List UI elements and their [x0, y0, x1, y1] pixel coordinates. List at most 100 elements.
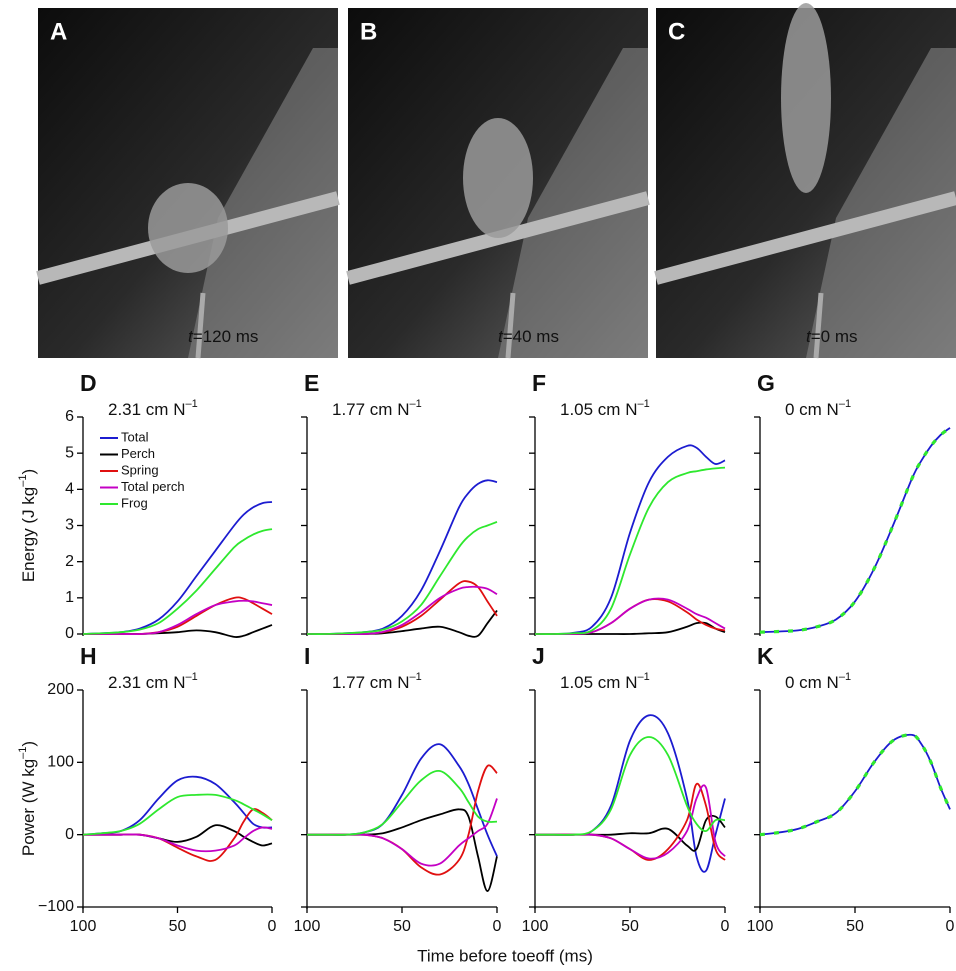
time-variable: t [498, 327, 504, 346]
x-tick-label: 100 [522, 918, 549, 935]
photo-background [188, 48, 338, 358]
series-line [534, 444, 726, 635]
x-tick-label: 50 [169, 918, 187, 935]
panel-label: F [532, 370, 546, 396]
photo-background [498, 48, 648, 358]
photo-time: t=120 ms [188, 327, 258, 346]
y-tick-label: 5 [65, 444, 74, 461]
series-line [83, 826, 273, 853]
panel-label: G [757, 370, 775, 396]
y-tick-label: −100 [38, 898, 74, 915]
x-axis-label: Time before toeoff (ms) [417, 946, 593, 965]
y-tick-label: 6 [65, 408, 74, 425]
title-text: 0 cm N [785, 400, 839, 419]
title-superscript: –1 [637, 398, 649, 410]
panel-title: 1.77 cm N–1 [332, 671, 422, 693]
series-line [307, 769, 498, 836]
x-tick-label: 0 [268, 918, 277, 935]
time-variable: t [806, 327, 812, 346]
time-value: =40 ms [503, 327, 559, 346]
series-line [759, 733, 951, 836]
series-line [82, 528, 273, 635]
photo-label: C [668, 18, 685, 45]
series-line [535, 621, 726, 635]
x-tick-label: 50 [393, 918, 411, 935]
series-line [535, 598, 726, 636]
series-line [535, 814, 726, 852]
title-text: 2.31 cm N [108, 673, 185, 692]
series-line [307, 764, 498, 876]
x-tick-label: 0 [946, 918, 955, 935]
y-label-text: ) [19, 741, 38, 747]
series-line [307, 743, 498, 857]
y-tick-label: 0 [65, 625, 74, 642]
x-tick-label: 100 [70, 918, 97, 935]
series-line [82, 793, 273, 836]
frog [463, 118, 533, 238]
panel-title: 1.05 cm N–1 [560, 671, 650, 693]
panel-title: 0 cm N–1 [785, 671, 851, 693]
time-value: =120 ms [193, 327, 259, 346]
title-superscript: –1 [409, 671, 421, 683]
y-tick-label: 100 [47, 754, 74, 771]
y-axis-label: Power (W kg–1) [17, 741, 39, 856]
photo-time: t=40 ms [498, 327, 559, 346]
y-label-text: Power (W kg [19, 759, 38, 856]
panel-title: 2.31 cm N–1 [108, 398, 198, 420]
photo-label: A [50, 18, 67, 45]
y-axis-label: Energy (J kg–1) [17, 469, 39, 582]
title-text: 1.77 cm N [332, 673, 409, 692]
title-text: 1.05 cm N [560, 400, 637, 419]
photo-background [806, 48, 956, 358]
title-superscript: –1 [185, 398, 197, 410]
y-label-text: Energy (J kg [19, 487, 38, 582]
legend-label: Spring [121, 462, 159, 477]
x-tick-label: 100 [294, 918, 321, 935]
x-tick-label: 50 [621, 918, 639, 935]
frog [781, 3, 831, 193]
panel-title: 0 cm N–1 [785, 398, 851, 420]
perch-stand [813, 292, 824, 359]
series-line [306, 521, 498, 635]
title-text: 1.05 cm N [560, 673, 637, 692]
y-tick-label: 0 [65, 826, 74, 843]
time-value: =0 ms [811, 327, 858, 346]
title-text: 2.31 cm N [108, 400, 185, 419]
title-superscript: –1 [409, 398, 421, 410]
y-tick-label: 1 [65, 589, 74, 606]
y-tick-label: 4 [65, 481, 74, 498]
title-text: 1.77 cm N [332, 400, 409, 419]
x-tick-label: 100 [747, 918, 774, 935]
panel-label: D [80, 370, 97, 396]
panel-title: 2.31 cm N–1 [108, 671, 198, 693]
series-line [534, 466, 726, 635]
legend-label: Total [121, 429, 149, 444]
series-line [759, 427, 951, 634]
x-tick-label: 0 [493, 918, 502, 935]
y-label-superscript: –1 [17, 747, 29, 759]
y-tick-label: 200 [47, 681, 74, 698]
perch-stand [505, 292, 516, 359]
series-line [83, 599, 273, 636]
panel-title: 1.05 cm N–1 [560, 398, 650, 420]
legend-label: Frog [121, 495, 148, 510]
series-line [82, 775, 273, 836]
title-superscript: –1 [637, 671, 649, 683]
legend-label: Total perch [121, 479, 185, 494]
title-text: 0 cm N [785, 673, 839, 692]
time-variable: t [188, 327, 194, 346]
panel-title: 1.77 cm N–1 [332, 398, 422, 420]
series-line [82, 501, 273, 635]
series-line [535, 597, 726, 636]
y-label-text: ) [19, 469, 38, 475]
panel-label: H [80, 643, 97, 669]
y-tick-label: 3 [65, 517, 74, 534]
panel-label: J [532, 643, 545, 669]
perch [654, 191, 956, 285]
photo-label: B [360, 18, 377, 45]
title-superscript: –1 [839, 671, 851, 683]
y-label-superscript: –1 [17, 474, 29, 486]
series-line [307, 580, 498, 636]
panel-label: E [304, 370, 319, 396]
